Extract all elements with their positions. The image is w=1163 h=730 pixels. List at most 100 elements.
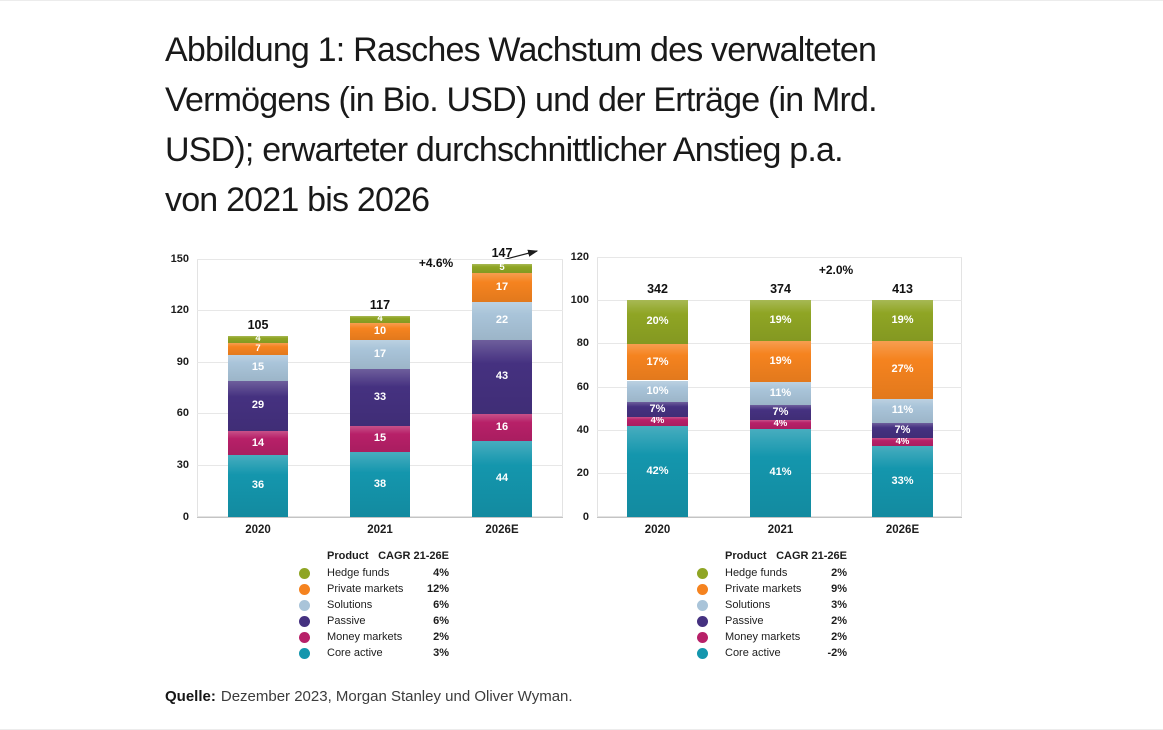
segment-value-label: 5 <box>499 262 505 274</box>
segment-value-label: 7 <box>255 343 261 355</box>
y-axis-tick-label: 20 <box>576 467 589 480</box>
segment-value-label: 4% <box>650 415 665 427</box>
bar-segment: 10% <box>627 380 688 403</box>
y-axis-tick-label: 80 <box>576 337 589 350</box>
legend-row: Private markets 9% <box>695 582 847 598</box>
segment-value-label: 14 <box>251 437 265 449</box>
bar-segment: 14 <box>228 431 288 456</box>
bar-segment: 7 <box>228 343 288 356</box>
legend-item-value: -2% <box>827 647 847 659</box>
segment-value-label: 29 <box>251 399 265 412</box>
bar-segment: 15 <box>350 425 410 452</box>
y-axis-tick-label: 120 <box>170 304 189 317</box>
bar-segment: 44 <box>472 441 532 517</box>
legend-item-value: 6% <box>433 599 449 611</box>
bar-total-label: 147 <box>491 246 513 261</box>
legend-item-label: Hedge funds <box>725 567 788 579</box>
legend-item-value: 4% <box>433 567 449 579</box>
y-axis-tick-label: 150 <box>170 252 189 265</box>
legend-row: Hedge funds 4% <box>297 566 449 582</box>
bar-segment: 43 <box>472 339 532 414</box>
legend-header-cagr: CAGR 21-26E <box>776 550 847 562</box>
bar-segment: 4% <box>627 415 688 427</box>
legend-row: Money markets 2% <box>695 630 847 646</box>
y-axis-tick-label: 0 <box>182 510 189 523</box>
legend-marker-icon <box>299 632 310 643</box>
legend: Product CAGR 21-26E Hedge funds 4% Private m… <box>297 550 449 662</box>
legend-item-label: Core active <box>725 647 781 659</box>
legend-item-value: 2% <box>831 631 847 643</box>
gridline <box>197 516 563 518</box>
bar-segment: 17% <box>627 343 688 381</box>
legend: Product CAGR 21-26E Hedge funds 2% Private m… <box>695 550 847 662</box>
segment-value-label: 4 <box>255 333 261 345</box>
legend-marker-icon <box>697 616 708 627</box>
y-axis-tick-label: 100 <box>570 293 589 306</box>
y-axis-tick-label: 0 <box>582 510 589 523</box>
category-label: 2026E <box>485 524 519 536</box>
bar-segment: 36 <box>228 455 288 517</box>
segment-value-label: 11% <box>769 386 792 399</box>
bar-segment: 22 <box>472 302 532 340</box>
bar-segment: 7% <box>627 402 688 418</box>
bar-segment: 17 <box>472 272 532 302</box>
segment-value-label: 44 <box>495 472 509 485</box>
legend-item-label: Money markets <box>725 631 801 643</box>
bar-segment: 7% <box>872 422 933 438</box>
bar-segment: 11% <box>872 399 933 423</box>
legend-row: Money markets 2% <box>297 630 449 646</box>
segment-value-label: 7% <box>772 406 789 419</box>
bar-segment: 27% <box>872 341 933 399</box>
segment-value-label: 22 <box>495 314 509 326</box>
legend-row: Private markets 12% <box>297 582 449 598</box>
legend-marker-icon <box>697 648 708 659</box>
source-text: Dezember 2023, Morgan Stanley und Oliver… <box>220 688 573 705</box>
legend-row: Solutions 3% <box>695 598 847 614</box>
bar-segment: 29 <box>228 381 288 431</box>
bar-segment: 19% <box>750 341 811 382</box>
legend-item-value: 2% <box>831 615 847 627</box>
bar-segment: 4 <box>350 314 410 323</box>
segment-value-label: 4% <box>773 418 788 430</box>
gridline <box>597 256 962 258</box>
legend-item-label: Hedge funds <box>327 567 390 579</box>
legend-marker-icon <box>697 600 708 611</box>
bar-segment: 38 <box>350 451 410 517</box>
segment-value-label: 17 <box>373 347 387 360</box>
legend-item-label: Passive <box>725 615 764 627</box>
segment-value-label: 11% <box>891 404 914 416</box>
bar-total-label: 117 <box>369 297 391 312</box>
segment-value-label: 15 <box>251 361 265 374</box>
segment-value-label: 36 <box>251 479 265 492</box>
legend-marker-icon <box>697 632 708 643</box>
segment-value-label: 20% <box>646 315 669 328</box>
legend-item-label: Core active <box>327 647 383 659</box>
legend-item-value: 6% <box>433 615 449 627</box>
gridline <box>197 258 563 260</box>
legend-header-cagr: CAGR 21-26E <box>378 550 449 562</box>
legend-row: Solutions 6% <box>297 598 449 614</box>
segment-value-label: 10% <box>646 384 669 397</box>
bar-segment: 16 <box>472 413 532 442</box>
legend-row: Passive 2% <box>695 614 847 630</box>
y-axis-tick-label: 120 <box>570 250 589 263</box>
legend-item-label: Solutions <box>327 599 373 611</box>
bar-segment: 5 <box>472 262 532 274</box>
legend-item-value: 9% <box>831 583 847 595</box>
bar-segment: 7% <box>750 405 811 421</box>
legend-marker-icon <box>299 648 310 659</box>
legend-row: Core active -2% <box>695 646 847 662</box>
bar-segment: 4% <box>872 437 933 447</box>
category-label: 2026E <box>885 524 920 536</box>
legend-marker-icon <box>299 568 310 579</box>
legend-item-label: Solutions <box>725 599 771 611</box>
segment-value-label: 33 <box>373 391 387 404</box>
segment-value-label: 42% <box>646 465 669 477</box>
segment-value-label: 27% <box>891 363 914 376</box>
bar-segment: 4 <box>228 333 288 345</box>
bar-segment: 17 <box>350 339 410 370</box>
bar-total-label: 413 <box>892 282 913 297</box>
bar-segment: 15 <box>228 355 288 382</box>
